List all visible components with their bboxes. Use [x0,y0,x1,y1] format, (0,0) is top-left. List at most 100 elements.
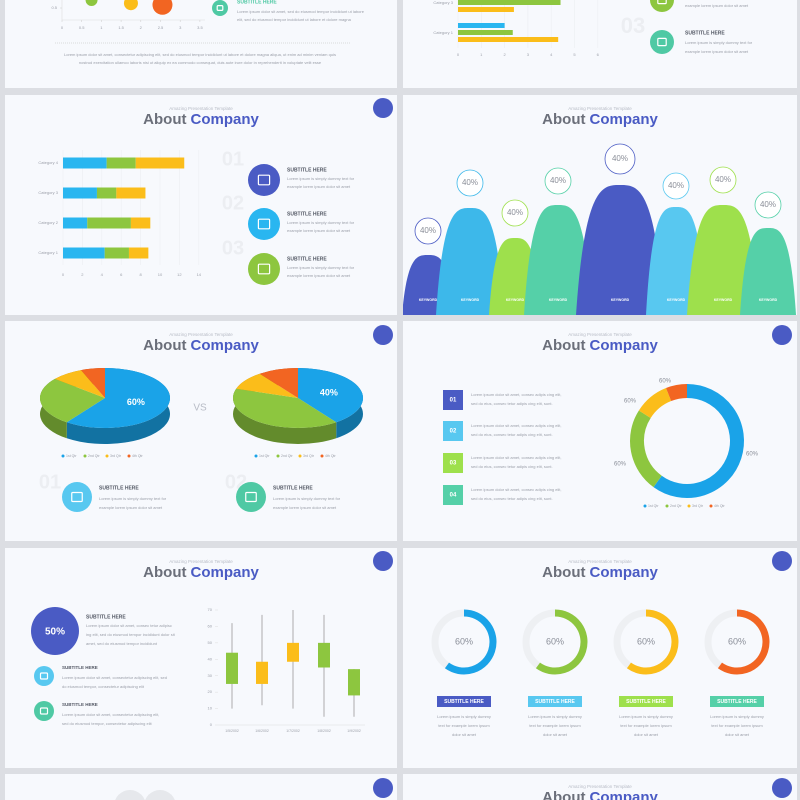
body-text: example lorem ipsum dolor sit amet [685,3,749,8]
legend-swatch [709,504,713,508]
y-tick-label: 60 [208,623,213,628]
ring-label: 60% [546,636,564,646]
body-text: dolor sit amet [452,732,477,737]
body-text: Lorem ipsum dolor sit amet, consec adipi… [471,423,561,428]
icon-circle [34,666,54,686]
x-tick-label: 2 [503,52,506,57]
body-text: example lorem ipsum dolor sit amet [287,228,351,233]
body-text: sed do eius, consec tetur adipis cing el… [471,496,553,501]
ring-label: 60% [728,636,746,646]
pie-slice [81,368,105,398]
x-tick-label: 10 [158,272,163,277]
kicker: Amazing Presentation Template [568,784,632,789]
x-tick-label: 1/8/2002 [317,729,331,733]
number-box [443,421,463,441]
icon-circle [236,482,266,512]
slide-panel [5,774,397,800]
candle-body [287,642,299,662]
x-tick-label: 1 [480,52,483,57]
title-word: Company [589,564,658,581]
category-label: Category 1 [433,30,453,35]
slide-title: About Company [542,564,658,581]
corner-dot [772,551,792,571]
x-tick-label: 4 [101,272,104,277]
body-text: Lorem ipsum is simply dummy [619,714,673,719]
slide-title: About Company [143,564,259,581]
x-tick-label: 6 [120,272,123,277]
y-tick-label: 20 [208,689,213,694]
category-label: Category 4 [38,160,58,165]
candle-body [318,642,330,668]
legend-label: 4th Qtr [714,504,726,508]
body-text: Lorem ipsum is simply dummy text for [287,265,355,270]
body-text: Lorem ipsum dolor sit amet, consectetur … [62,712,159,717]
bar-segment [96,187,117,199]
slide-panel [5,548,397,768]
keyword: KEYWORD [419,298,438,302]
kicker: Amazing Presentation Template [568,332,632,337]
subtitle: SUBTITLE HERE [685,30,725,36]
pie-slice [54,370,105,398]
y-tick-label: 50 [208,640,213,645]
bar-segment [87,217,131,229]
candle-body [226,652,238,684]
x-tick-label: 4 [550,52,553,57]
subtitle: SUBTITLE HERE [99,485,139,491]
title-word: Company [589,337,658,354]
category-label: Category 3 [38,190,58,195]
legend-swatch [127,454,131,458]
body-text: amet, sed do eiusmod tempor incididunt [86,641,158,646]
icon-glyph [71,491,83,503]
slide-panel [5,0,397,88]
body-text: Lorem ipsum dolor sit amet, consec adipi… [471,487,561,492]
bar [458,23,505,28]
title-word: About [542,337,585,354]
bar [458,37,559,42]
x-tick-label: 8 [139,272,142,277]
x-tick-label: 1.5 [118,25,124,30]
legend-label: 3rd Qtr [692,504,704,508]
body-text: example lorem ipsum dolor sit amet [273,505,337,510]
subtitle: SUBTITLE HERE [287,211,327,217]
ring-arc [717,609,770,675]
body-text: Lorem ipsum is simply dummy text for [287,220,355,225]
body-text: dolor sit amet [634,732,659,737]
candle-body [256,661,268,684]
title-word: Company [190,337,259,354]
keyword-shape [524,205,592,315]
label-ring [456,169,484,197]
title-word: About [542,789,585,800]
body-text: sed do eius, consec tetur adipis cing el… [471,432,553,437]
number-box [443,485,463,505]
bar-segment [63,247,105,259]
body-text: sed do eiusmod tempor, consectetur adipi… [62,721,152,726]
icon-circle [650,0,674,12]
legend-label: 1st Qtr [259,454,270,458]
y-tick-label: 40 [208,656,213,661]
slide-panel [403,548,797,768]
icon-glyph [216,4,224,12]
keyword-shape [436,208,504,315]
keyword-shape [687,205,759,315]
y-tick-label: 30 [208,673,213,678]
body-text: sed do eius, consec tetur adipis cing el… [471,401,553,406]
bar-segment [63,217,88,229]
legend-swatch [254,454,258,458]
x-tick-label: 2 [140,25,143,30]
icon-circle [62,482,92,512]
body-text: Lorem ipsum is simply dummy [437,714,491,719]
label-ring [544,167,572,195]
x-tick-label: 1/7/2002 [286,729,300,733]
category-label: Category 2 [38,220,58,225]
legend-swatch [276,454,280,458]
label-ring [501,199,529,227]
ring-arc [444,609,497,675]
body-text: text for example lorem ipsum [438,723,490,728]
keyword: KEYWORD [759,298,778,302]
percent-label: 40% [462,178,478,187]
title-word: About [143,564,186,581]
number: 02 [450,429,457,435]
x-tick-label: 3 [527,52,530,57]
keyword-shape [576,185,664,315]
legend-swatch [105,454,109,458]
